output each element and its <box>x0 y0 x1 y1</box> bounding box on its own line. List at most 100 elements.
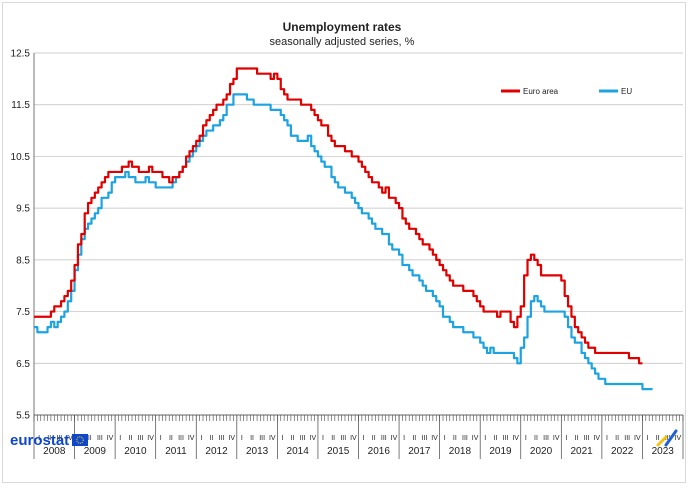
x-tick-quarter-label: IV <box>675 435 682 442</box>
x-tick-quarter-label: III <box>300 435 306 442</box>
x-tick-year-label: 2020 <box>530 446 553 457</box>
x-tick-quarter-label: IV <box>593 435 600 442</box>
x-tick-quarter-label: IV <box>431 435 438 442</box>
x-tick-quarter-label: III <box>462 435 468 442</box>
y-axis-tick-labels: 12.5 11.5 10.5 9.5 8.5 7.5 6.5 5.5 <box>11 49 31 422</box>
x-tick-quarter-label: II <box>412 435 416 442</box>
x-tick-quarter-label: I <box>606 435 608 442</box>
y-tick-label: 5.5 <box>16 411 30 422</box>
x-tick-quarter-label: II <box>291 435 295 442</box>
x-tick-year-label: 2022 <box>611 446 634 457</box>
x-tick-quarter-label: IV <box>188 435 195 442</box>
x-tick-quarter-label: III <box>138 435 144 442</box>
x-tick-quarter-label: II <box>656 435 660 442</box>
x-tick-year-label: 2011 <box>165 446 187 457</box>
x-tick-quarter-label: I <box>241 435 243 442</box>
x-tick-year-label: 2016 <box>368 446 391 457</box>
x-tick-quarter-label: II <box>210 435 214 442</box>
x-tick-quarter-label: IV <box>107 435 114 442</box>
x-tick-quarter-label: I <box>444 435 446 442</box>
y-tick-label: 8.5 <box>16 255 30 266</box>
series-line-eu <box>34 93 653 391</box>
x-tick-quarter-label: IV <box>66 435 73 442</box>
x-tick-quarter-label: I <box>525 435 527 442</box>
x-tick-year-label: 2013 <box>246 446 269 457</box>
x-tick-quarter-label: III <box>178 435 184 442</box>
x-tick-quarter-label: IV <box>634 435 641 442</box>
x-tick-quarter-label: IV <box>269 435 276 442</box>
x-tick-quarter-label: I <box>200 435 202 442</box>
eurostat-logo-text: eurostat <box>10 432 69 449</box>
chart-frame: Unemployment rates seasonally adjusted s… <box>2 2 686 483</box>
x-tick-quarter-label: II <box>88 435 92 442</box>
x-tick-quarter-label: I <box>281 435 283 442</box>
x-tick-quarter-label: III <box>259 435 265 442</box>
x-tick-quarter-label: IV <box>228 435 235 442</box>
y-tick-label: 9.5 <box>16 204 30 215</box>
x-tick-year-label: 2010 <box>124 446 147 457</box>
legend-label-euro-area: Euro area <box>523 87 559 96</box>
corner-brand-mark-icon <box>656 429 678 447</box>
x-tick-quarter-label: I <box>363 435 365 442</box>
x-tick-quarter-label: III <box>543 435 549 442</box>
x-tick-quarter-label: II <box>128 435 132 442</box>
x-tick-quarter-label: III <box>624 435 630 442</box>
y-tick-label: 7.5 <box>16 307 30 318</box>
x-tick-year-label: 2009 <box>84 446 107 457</box>
x-tick-quarter-label: III <box>340 435 346 442</box>
series-lines <box>34 67 653 391</box>
x-tick-quarter-label: II <box>534 435 538 442</box>
x-tick-quarter-label: II <box>250 435 254 442</box>
x-tick-quarter-label: II <box>453 435 457 442</box>
x-tick-quarter-label: III <box>421 435 427 442</box>
x-tick-quarter-label: III <box>219 435 225 442</box>
x-tick-quarter-label: II <box>331 435 335 442</box>
eu-flag-stars-icon <box>76 436 84 444</box>
x-tick-quarter-label: III <box>97 435 103 442</box>
x-tick-year-label: 2014 <box>287 446 310 457</box>
x-tick-quarter-label: IV <box>512 435 519 442</box>
x-tick-quarter-label: I <box>38 435 40 442</box>
x-tick-year-label: 2015 <box>327 446 350 457</box>
x-tick-quarter-label: II <box>169 435 173 442</box>
y-tick-label: 12.5 <box>11 49 31 60</box>
x-tick-quarter-label: III <box>56 435 62 442</box>
x-tick-year-label: 2008 <box>43 446 66 457</box>
x-tick-quarter-label: II <box>575 435 579 442</box>
x-tick-quarter-label: I <box>484 435 486 442</box>
chart-title: Unemployment rates <box>283 20 402 34</box>
x-tick-quarter-label: IV <box>310 435 317 442</box>
eu-flag-icon <box>72 434 88 446</box>
x-tick-year-label: 2017 <box>408 446 431 457</box>
x-tick-quarter-label: II <box>47 435 51 442</box>
grid-lines <box>33 52 683 415</box>
x-tick-quarter-label: IV <box>472 435 479 442</box>
y-tick-label: 6.5 <box>16 359 30 370</box>
x-tick-year-label: 2023 <box>652 446 675 457</box>
x-axis: IIIIIIIV2008IIIIIIIV2009IIIIIIIV2010IIII… <box>33 414 684 459</box>
y-tick-label: 10.5 <box>11 152 31 163</box>
legend-label-eu: EU <box>621 87 632 96</box>
x-tick-quarter-label: III <box>584 435 590 442</box>
x-tick-year-label: 2018 <box>449 446 472 457</box>
y-tick-label: 11.5 <box>11 100 30 111</box>
x-tick-quarter-label: III <box>503 435 509 442</box>
series-line-euro-area <box>34 67 643 365</box>
x-tick-quarter-label: III <box>381 435 387 442</box>
x-tick-quarter-label: IV <box>147 435 154 442</box>
x-tick-quarter-label: III <box>665 435 671 442</box>
x-tick-quarter-label: II <box>615 435 619 442</box>
x-tick-quarter-label: IV <box>350 435 357 442</box>
chart-subtitle: seasonally adjusted series, % <box>270 36 415 48</box>
unemployment-line-chart: Unemployment rates seasonally adjusted s… <box>10 20 684 459</box>
x-tick-quarter-label: I <box>565 435 567 442</box>
x-tick-quarter-label: I <box>119 435 121 442</box>
eurostat-logo: eurostat <box>10 432 88 449</box>
x-tick-year-label: 2012 <box>205 446 228 457</box>
x-tick-year-label: 2019 <box>489 446 512 457</box>
x-tick-quarter-label: I <box>160 435 162 442</box>
x-tick-quarter-label: I <box>403 435 405 442</box>
x-tick-quarter-label: IV <box>553 435 560 442</box>
x-tick-quarter-label: IV <box>391 435 398 442</box>
x-tick-quarter-label: I <box>647 435 649 442</box>
